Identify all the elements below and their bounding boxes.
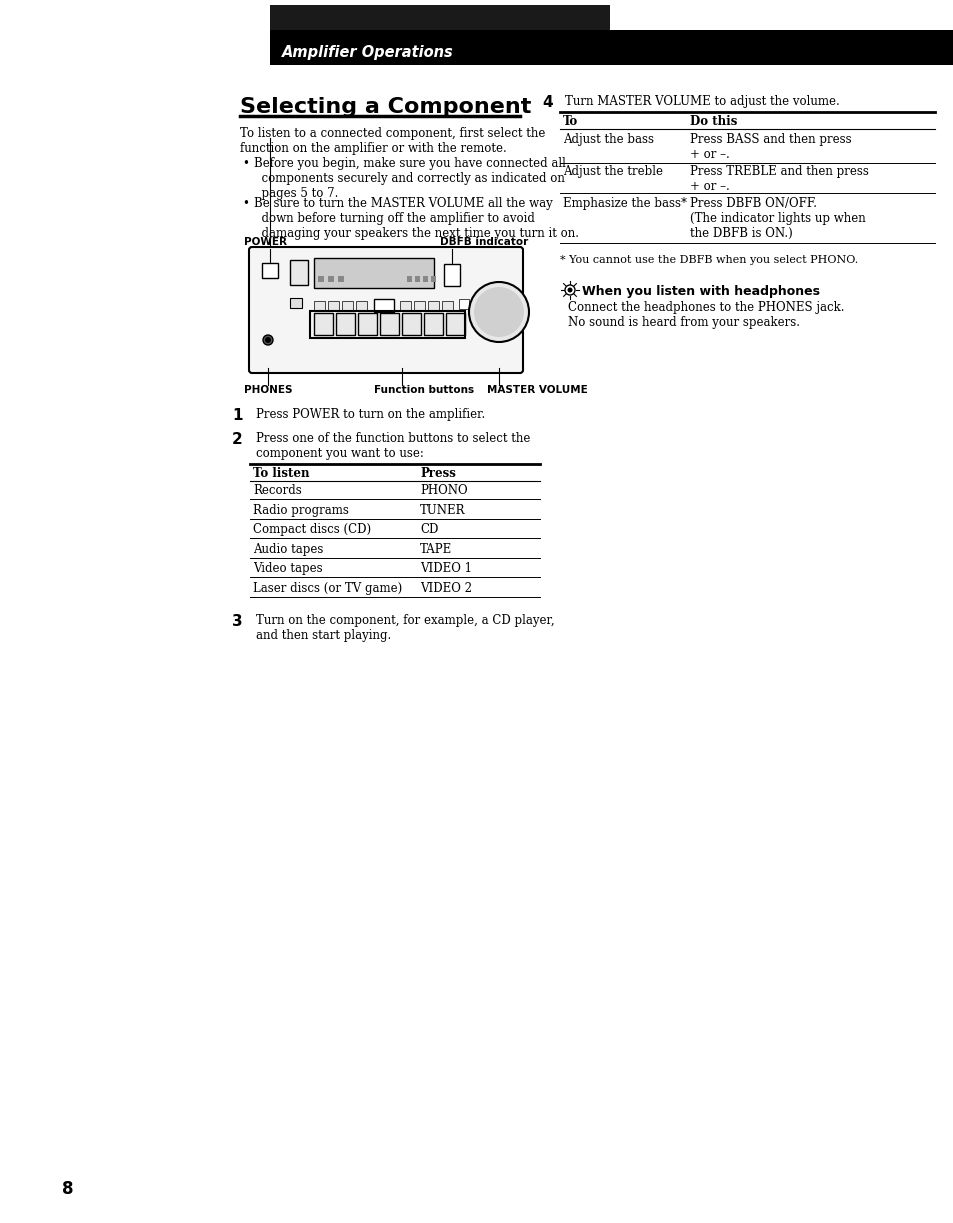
Text: Press TREBLE and then press
+ or –.: Press TREBLE and then press + or –.	[689, 165, 868, 193]
Bar	[415, 276, 419, 283]
Text: Amplifier Operations: Amplifier Operations	[282, 44, 454, 60]
Text: Before you begin, make sure you have connected all
  components securely and cor: Before you begin, make sure you have con…	[253, 157, 565, 201]
Text: To: To	[562, 115, 578, 128]
Bar	[341, 301, 353, 309]
Bar	[328, 301, 338, 309]
Text: Function buttons: Function buttons	[374, 385, 474, 395]
Circle shape	[567, 287, 572, 292]
Text: Press: Press	[419, 467, 456, 479]
Bar	[290, 298, 302, 308]
Text: Press POWER to turn on the amplifier.: Press POWER to turn on the amplifier.	[255, 408, 485, 421]
Bar	[357, 313, 376, 335]
Text: Audio tapes: Audio tapes	[253, 543, 323, 556]
Bar	[446, 313, 464, 335]
Text: PHONES: PHONES	[244, 385, 293, 395]
Bar	[262, 263, 277, 278]
Circle shape	[474, 287, 523, 338]
Text: 2: 2	[232, 432, 242, 446]
Bar	[399, 301, 411, 309]
Text: To listen to a connected component, first select the
function on the amplifier o: To listen to a connected component, firs…	[240, 127, 545, 155]
Text: Compact discs (CD): Compact discs (CD)	[253, 523, 371, 536]
Text: PHONO: PHONO	[419, 484, 467, 497]
Bar	[317, 276, 324, 283]
Bar	[431, 276, 436, 283]
Bar	[458, 298, 469, 309]
Text: Radio programs: Radio programs	[253, 504, 349, 517]
Bar	[407, 276, 412, 283]
Bar	[423, 313, 442, 335]
Text: Laser discs (or TV game): Laser discs (or TV game)	[253, 582, 402, 596]
Text: Turn MASTER VOLUME to adjust the volume.: Turn MASTER VOLUME to adjust the volume.	[564, 95, 839, 108]
Text: * You cannot use the DBFB when you select PHONO.: * You cannot use the DBFB when you selec…	[559, 256, 858, 265]
Circle shape	[469, 283, 529, 342]
Text: MASTER VOLUME: MASTER VOLUME	[486, 385, 587, 395]
Text: Records: Records	[253, 484, 301, 497]
Bar	[337, 276, 344, 283]
Bar	[314, 301, 325, 309]
Text: DBFB indicator: DBFB indicator	[439, 237, 528, 247]
Text: Do this: Do this	[689, 115, 737, 128]
Bar	[374, 298, 394, 312]
Text: TUNER: TUNER	[419, 504, 465, 517]
Text: 1: 1	[232, 408, 242, 423]
Circle shape	[564, 285, 575, 295]
Bar	[328, 276, 334, 283]
Text: VIDEO 2: VIDEO 2	[419, 582, 472, 596]
Bar	[428, 301, 438, 309]
Text: Adjust the treble: Adjust the treble	[562, 165, 662, 179]
Text: Be sure to turn the MASTER VOLUME all the way
  down before turning off the ampl: Be sure to turn the MASTER VOLUME all th…	[253, 197, 578, 240]
Text: Video tapes: Video tapes	[253, 563, 322, 575]
Text: TAPE: TAPE	[419, 543, 452, 556]
Text: Adjust the bass: Adjust the bass	[562, 133, 654, 146]
Bar	[379, 313, 398, 335]
FancyBboxPatch shape	[249, 247, 522, 373]
Bar	[290, 260, 308, 285]
Text: VIDEO 1: VIDEO 1	[419, 563, 472, 575]
Text: CD: CD	[419, 523, 438, 536]
Bar	[401, 313, 420, 335]
Bar	[314, 258, 434, 287]
Bar	[414, 301, 424, 309]
Bar	[441, 301, 453, 309]
Text: •: •	[242, 157, 249, 170]
Text: Connect the headphones to the PHONES jack.
No sound is heard from your speakers.: Connect the headphones to the PHONES jac…	[567, 301, 843, 329]
Text: 4: 4	[541, 95, 552, 110]
Text: Press BASS and then press
+ or –.: Press BASS and then press + or –.	[689, 133, 851, 161]
Text: 8: 8	[62, 1180, 73, 1199]
Text: When you listen with headphones: When you listen with headphones	[581, 285, 820, 298]
Text: POWER: POWER	[244, 237, 287, 247]
Bar	[355, 301, 367, 309]
Circle shape	[263, 335, 273, 345]
Text: •: •	[242, 197, 249, 210]
Text: To listen: To listen	[253, 467, 309, 479]
Text: Press DBFB ON/OFF.
(The indicator lights up when
the DBFB is ON.): Press DBFB ON/OFF. (The indicator lights…	[689, 197, 864, 240]
Bar	[335, 313, 355, 335]
Text: 3: 3	[232, 614, 242, 629]
Bar	[314, 313, 333, 335]
Text: Selecting a Component: Selecting a Component	[240, 97, 531, 117]
Bar	[270, 5, 609, 31]
Bar	[310, 311, 464, 338]
Bar	[270, 31, 953, 65]
Text: Emphasize the bass*: Emphasize the bass*	[562, 197, 686, 210]
Bar	[422, 276, 428, 283]
Text: Press one of the function buttons to select the
component you want to use:: Press one of the function buttons to sel…	[255, 432, 530, 460]
Text: Turn on the component, for example, a CD player,
and then start playing.: Turn on the component, for example, a CD…	[255, 614, 554, 642]
Bar	[443, 264, 459, 286]
Circle shape	[265, 338, 271, 342]
